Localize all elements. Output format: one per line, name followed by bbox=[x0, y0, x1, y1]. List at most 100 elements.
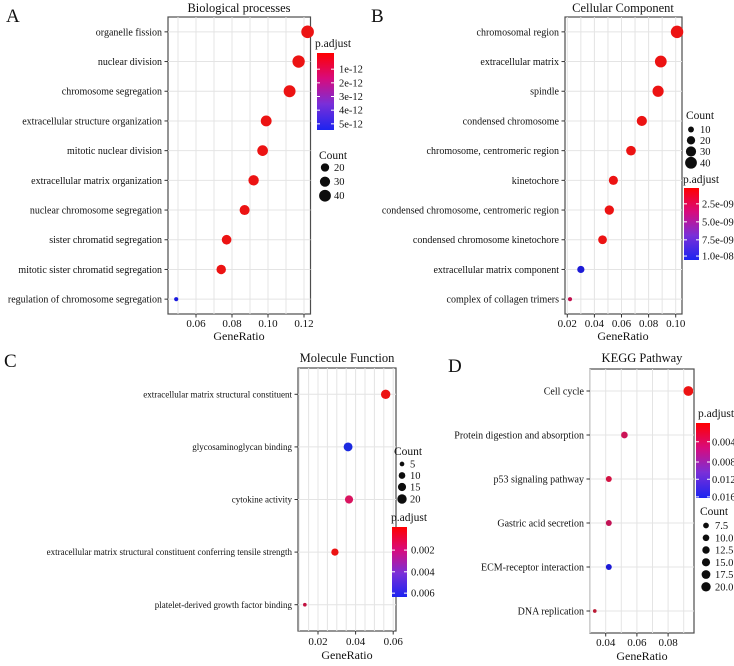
padjust-gradient-bar bbox=[317, 53, 334, 130]
legend-tick-label: 5 bbox=[410, 460, 415, 471]
padjust-gradient-bar bbox=[392, 527, 407, 597]
dot-A-1 bbox=[292, 55, 305, 68]
category-label: extracellular structure organization bbox=[22, 116, 162, 127]
legend-tick-label: 2e-12 bbox=[339, 78, 363, 89]
legend-tick-label: 5e-12 bbox=[339, 119, 363, 130]
category-label: Cell cycle bbox=[544, 386, 585, 397]
dot-D-5 bbox=[592, 609, 597, 613]
category-label: extracellular matrix organization bbox=[31, 176, 162, 187]
legend-tick-label: 12.5 bbox=[715, 546, 733, 557]
legend-tick-label: 0.004 bbox=[411, 567, 435, 578]
x-tick-label: 0.02 bbox=[308, 636, 327, 648]
legend-title: p.adjust bbox=[683, 174, 720, 186]
panel-C: C Molecule Function 0.02 0.04 0.06 GeneRatio e… bbox=[4, 351, 435, 662]
grid-A bbox=[168, 17, 311, 314]
legend-tick-label: 10.0 bbox=[715, 533, 733, 544]
legend-count-dot bbox=[319, 176, 331, 187]
legend-tick-label: 7.5 bbox=[715, 521, 728, 532]
category-label: platelet-derived growth factor binding bbox=[155, 600, 293, 610]
category-label: extracellular matrix bbox=[480, 57, 559, 68]
legend-title: p.adjust bbox=[698, 408, 734, 420]
panel-B: B Cellular Component 0.02 0.04 0.06 0.08 0.10 G… bbox=[371, 1, 734, 343]
panel-label-B: B bbox=[371, 6, 384, 27]
category-label: chromosome segregation bbox=[62, 87, 162, 98]
legend-tick-label: 3e-12 bbox=[339, 92, 363, 103]
category-label: extracellular matrix structural constitu… bbox=[143, 389, 292, 399]
category-label: kinetochore bbox=[512, 176, 560, 187]
legend-title: Count bbox=[394, 446, 423, 458]
category-label: regulation of chromosome segregation bbox=[8, 295, 162, 306]
dot-A-4 bbox=[257, 145, 268, 156]
panel-label-A: A bbox=[6, 6, 20, 27]
legend-tick-label: 20.0 bbox=[715, 582, 733, 593]
dot-A-8 bbox=[216, 264, 226, 275]
x-tick-label: 0.10 bbox=[666, 318, 686, 330]
legend-tick-label: 0.008 bbox=[712, 458, 734, 469]
dot-B-7 bbox=[598, 235, 607, 245]
legend-tick-label: 0.016 bbox=[712, 492, 734, 503]
legend-tick-label: 0.006 bbox=[411, 589, 435, 600]
legend-tick-label: 20 bbox=[700, 136, 711, 147]
category-label: chromosomal region bbox=[477, 27, 559, 38]
x-tick-label: 0.06 bbox=[612, 318, 632, 330]
legend-count-dot bbox=[686, 136, 696, 145]
panel-A: A Biological processes 0.06 0.08 0.10 0.12 Gen… bbox=[6, 1, 363, 343]
category-label: condensed chromosome bbox=[463, 116, 560, 127]
category-label: glycosaminoglycan binding bbox=[192, 442, 292, 452]
category-label: complex of collagen trimers bbox=[447, 295, 560, 306]
category-label: Protein digestion and absorption bbox=[454, 430, 584, 441]
axis-ticks-B bbox=[561, 31, 677, 318]
legend-tick-label: 0.004 bbox=[712, 437, 734, 448]
category-label: ECM-receptor interaction bbox=[481, 562, 584, 573]
dot-A-5 bbox=[248, 175, 259, 186]
dot-D-0 bbox=[683, 386, 694, 396]
category-label: p53 signaling pathway bbox=[493, 474, 584, 485]
legend-count-dot bbox=[701, 558, 711, 567]
x-tick-label: 0.12 bbox=[294, 318, 313, 330]
category-label: extracellular matrix component bbox=[433, 265, 559, 276]
dot-B-8 bbox=[577, 265, 585, 274]
dot-C-0 bbox=[380, 389, 391, 399]
x-axis-title-D: GeneRatio bbox=[616, 649, 667, 663]
x-tick-label: 0.06 bbox=[384, 636, 404, 648]
x-tick-label: 0.04 bbox=[346, 636, 366, 648]
legend-tick-label: 17.5 bbox=[715, 570, 733, 581]
legend-count-dot bbox=[397, 494, 407, 504]
category-label: condensed chromosome, centromeric region bbox=[382, 205, 559, 216]
legend-tick-label: 4e-12 bbox=[339, 106, 363, 117]
legend-tick-label: 40 bbox=[334, 191, 345, 202]
legend-count-dot bbox=[685, 146, 697, 157]
padjust-gradient-bar bbox=[684, 188, 699, 260]
panel-title-D: KEGG Pathway bbox=[602, 351, 684, 365]
legend-tick-label: 20 bbox=[410, 495, 421, 506]
legend-count-dot bbox=[398, 472, 406, 479]
legend-count-dot bbox=[702, 534, 710, 542]
dot-A-0 bbox=[301, 25, 314, 39]
category-label: chromosome, centromeric region bbox=[427, 146, 559, 157]
dot-C-4 bbox=[303, 602, 307, 607]
panel-title-B: Cellular Component bbox=[572, 1, 674, 15]
x-axis-title-C: GeneRatio bbox=[321, 648, 372, 662]
category-label: nuclear chromosome segregation bbox=[30, 205, 162, 216]
category-label: sister chromatid segregation bbox=[49, 235, 162, 246]
legend-title: Count bbox=[700, 506, 729, 518]
dot-D-4 bbox=[605, 564, 612, 570]
x-tick-label: 0.06 bbox=[627, 637, 647, 649]
panel-title-A: Biological processes bbox=[187, 1, 290, 15]
legend-title: Count bbox=[319, 150, 348, 162]
legend-tick-label: 5.0e-09 bbox=[702, 217, 734, 228]
legend-count-dot bbox=[399, 461, 405, 467]
legend-title: p.adjust bbox=[315, 38, 352, 50]
legend-count-dot bbox=[685, 156, 697, 169]
grid-D bbox=[589, 369, 694, 633]
x-tick-label: 0.08 bbox=[639, 318, 659, 330]
legend-tick-label: 7.5e-09 bbox=[702, 235, 734, 246]
legend-tick-label: 15.0 bbox=[715, 558, 733, 569]
x-tick-label: 0.06 bbox=[186, 318, 206, 330]
category-label: organelle fission bbox=[96, 27, 162, 38]
x-tick-label: 0.04 bbox=[585, 318, 605, 330]
